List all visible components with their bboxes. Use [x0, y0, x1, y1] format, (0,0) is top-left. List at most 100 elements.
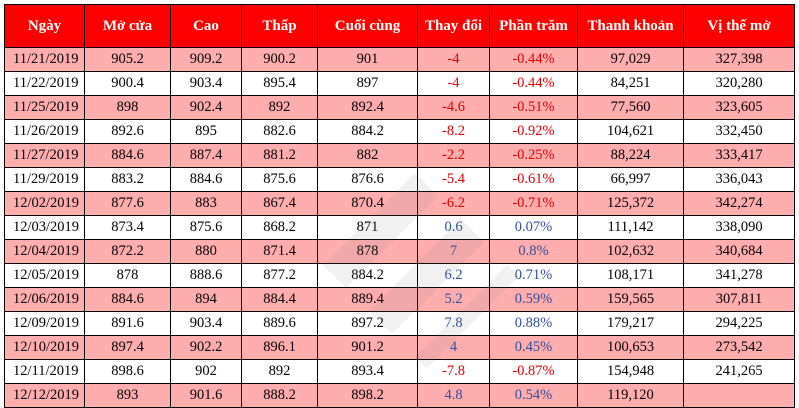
cell-open-interest: 336,043 — [683, 167, 795, 192]
cell-volume: 88,224 — [577, 143, 684, 168]
cell-date: 11/27/2019 — [4, 143, 85, 168]
cell-open-interest: 342,274 — [683, 191, 795, 216]
cell-percent: -0.51% — [489, 95, 578, 120]
cell-high: 894 — [170, 287, 242, 312]
table-header: Ngày Mở cửa Cao Thấp Cuối cùng Thay đổi Phần t… — [4, 4, 795, 48]
cell-high: 902 — [170, 359, 242, 384]
header-volume: Thanh khoản — [577, 4, 684, 48]
cell-open-interest: 341,278 — [683, 263, 795, 288]
table-row: 12/03/2019 873.4 875.6 868.2 871 0.6 0.07% 111,… — [4, 215, 795, 240]
cell-low: 892 — [241, 95, 318, 120]
cell-percent: -0.92% — [489, 119, 578, 144]
cell-low: 889.6 — [241, 311, 318, 336]
cell-percent: 0.8% — [489, 239, 578, 264]
cell-low: 877.2 — [241, 263, 318, 288]
table-row: 12/11/2019 898.6 902 892 893.4 -7.8 -0.87% 154,… — [4, 359, 795, 384]
cell-date: 12/11/2019 — [4, 359, 85, 384]
cell-percent: 0.07% — [489, 215, 578, 240]
cell-open: 893 — [84, 383, 171, 408]
cell-open-interest: 320,280 — [683, 71, 795, 96]
header-open: Mở cửa — [84, 4, 171, 48]
cell-open-interest: 323,605 — [683, 95, 795, 120]
cell-high: 884.6 — [170, 167, 242, 192]
cell-last: 878 — [317, 239, 418, 264]
cell-percent: 0.45% — [489, 335, 578, 360]
cell-open-interest: 294,225 — [683, 311, 795, 336]
cell-date: 12/04/2019 — [4, 239, 85, 264]
table-row: 11/22/2019 900.4 903.4 895.4 897 -4 -0.44% 84,2… — [4, 71, 795, 96]
cell-open: 900.4 — [84, 71, 171, 96]
cell-volume: 84,251 — [577, 71, 684, 96]
table-row: 11/21/2019 905.2 909.2 900.2 901 -4 -0.44% 97,0… — [4, 47, 795, 72]
cell-low: 895.4 — [241, 71, 318, 96]
cell-last: 901.2 — [317, 335, 418, 360]
cell-high: 887.4 — [170, 143, 242, 168]
table-row: 11/26/2019 892.6 895 882.6 884.2 -8.2 -0.92% 10… — [4, 119, 795, 144]
cell-date: 11/21/2019 — [4, 47, 85, 72]
cell-date: 11/22/2019 — [4, 71, 85, 96]
cell-high: 888.6 — [170, 263, 242, 288]
table-row: 12/12/2019 893 901.6 888.2 898.2 4.8 0.54% 119,… — [4, 383, 795, 408]
cell-date: 12/06/2019 — [4, 287, 85, 312]
cell-change: 7.8 — [417, 311, 490, 336]
price-table: Ngày Mở cửa Cao Thấp Cuối cùng Thay đổi Phần t… — [4, 4, 795, 408]
cell-date: 11/25/2019 — [4, 95, 85, 120]
cell-percent: 0.59% — [489, 287, 578, 312]
cell-open-interest: 273,542 — [683, 335, 795, 360]
table-row: 11/25/2019 898 902.4 892 892.4 -4.6 -0.51% 77,5… — [4, 95, 795, 120]
cell-high: 883 — [170, 191, 242, 216]
cell-high: 901.6 — [170, 383, 242, 408]
cell-change: 0.6 — [417, 215, 490, 240]
cell-high: 875.6 — [170, 215, 242, 240]
cell-percent: 0.71% — [489, 263, 578, 288]
cell-last: 901 — [317, 47, 418, 72]
cell-volume: 125,372 — [577, 191, 684, 216]
cell-open: 891.6 — [84, 311, 171, 336]
cell-open: 892.6 — [84, 119, 171, 144]
cell-low: 900.2 — [241, 47, 318, 72]
header-high: Cao — [170, 4, 242, 48]
cell-percent: 0.88% — [489, 311, 578, 336]
cell-volume: 154,948 — [577, 359, 684, 384]
cell-date: 12/03/2019 — [4, 215, 85, 240]
cell-change: -7.8 — [417, 359, 490, 384]
cell-percent: -0.61% — [489, 167, 578, 192]
cell-change: 4 — [417, 335, 490, 360]
cell-last: 892.4 — [317, 95, 418, 120]
cell-low: 871.4 — [241, 239, 318, 264]
cell-high: 895 — [170, 119, 242, 144]
cell-high: 902.2 — [170, 335, 242, 360]
cell-last: 893.4 — [317, 359, 418, 384]
table-row: 12/09/2019 891.6 903.4 889.6 897.2 7.8 0.88% 17… — [4, 311, 795, 336]
cell-change: 6.2 — [417, 263, 490, 288]
cell-date: 12/02/2019 — [4, 191, 85, 216]
cell-change: 4.8 — [417, 383, 490, 408]
cell-open: 872.2 — [84, 239, 171, 264]
cell-change: -5.4 — [417, 167, 490, 192]
table-row: 12/06/2019 884.6 894 884.4 889.4 5.2 0.59% 159,… — [4, 287, 795, 312]
cell-low: 881.2 — [241, 143, 318, 168]
cell-open-interest: 327,398 — [683, 47, 795, 72]
cell-open-interest — [683, 383, 795, 408]
cell-volume: 179,217 — [577, 311, 684, 336]
cell-volume: 108,171 — [577, 263, 684, 288]
cell-high: 903.4 — [170, 71, 242, 96]
cell-last: 889.4 — [317, 287, 418, 312]
cell-percent: -0.87% — [489, 359, 578, 384]
cell-low: 875.6 — [241, 167, 318, 192]
cell-open-interest: 241,265 — [683, 359, 795, 384]
cell-high: 880 — [170, 239, 242, 264]
cell-last: 870.4 — [317, 191, 418, 216]
cell-low: 884.4 — [241, 287, 318, 312]
cell-open: 897.4 — [84, 335, 171, 360]
cell-volume: 111,142 — [577, 215, 684, 240]
cell-change: -4.6 — [417, 95, 490, 120]
cell-volume: 77,560 — [577, 95, 684, 120]
table-row: 11/29/2019 883.2 884.6 875.6 876.6 -5.4 -0.61%… — [4, 167, 795, 192]
cell-date: 11/29/2019 — [4, 167, 85, 192]
cell-open: 884.6 — [84, 287, 171, 312]
cell-last: 897 — [317, 71, 418, 96]
cell-change: -8.2 — [417, 119, 490, 144]
table-body: 11/21/2019 905.2 909.2 900.2 901 -4 -0.44% 97,0… — [4, 47, 795, 408]
table-row: 12/02/2019 877.6 883 867.4 870.4 -6.2 -0.71% 12… — [4, 191, 795, 216]
